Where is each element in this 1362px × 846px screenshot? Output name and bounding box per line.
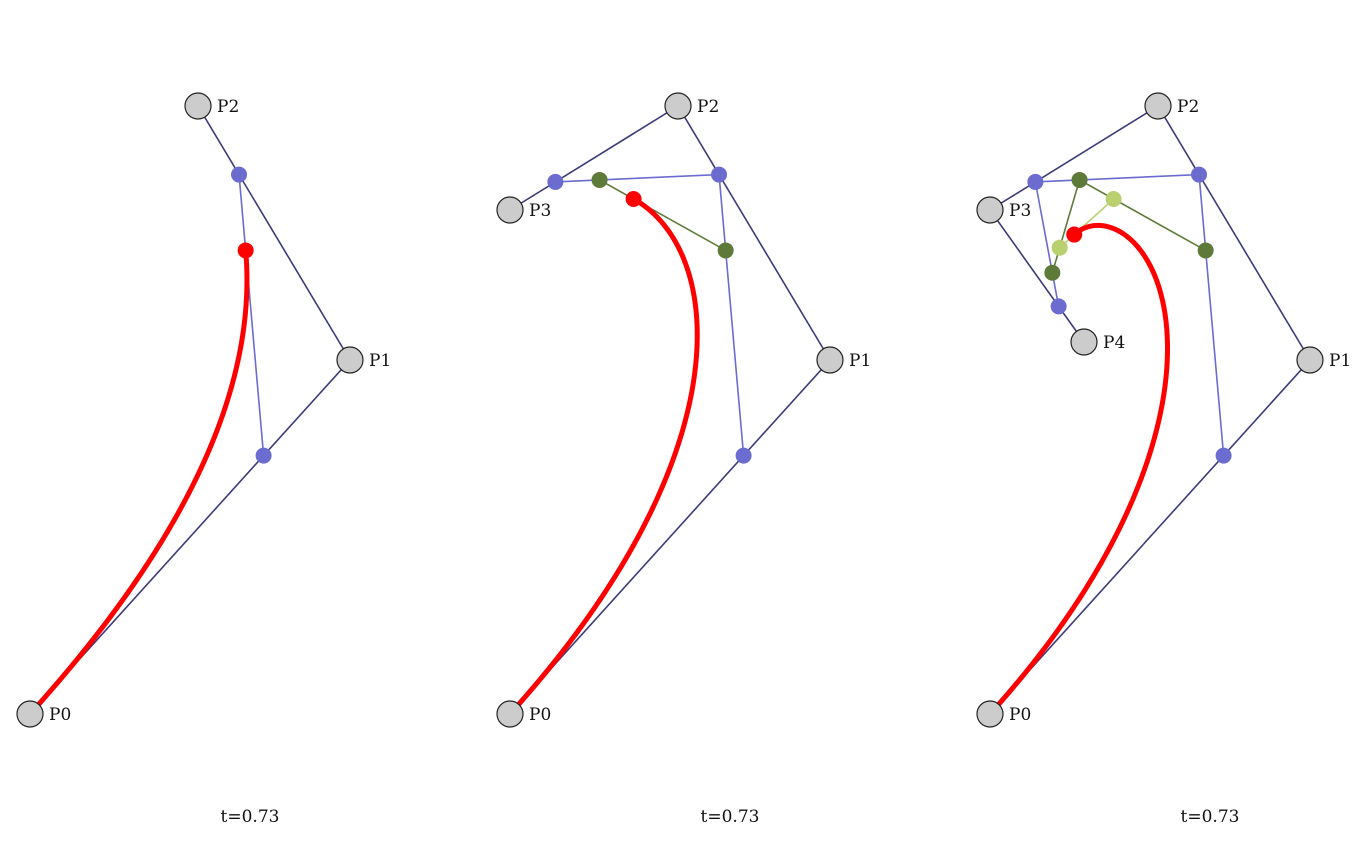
intermediate-point-level-3 xyxy=(1105,190,1122,207)
control-point-p0[interactable] xyxy=(976,700,1004,728)
construction-line-level-2 xyxy=(599,179,727,252)
control-point-label: P1 xyxy=(369,351,391,371)
intermediate-point-level-3 xyxy=(1051,239,1068,256)
control-point-p0[interactable] xyxy=(16,700,44,728)
t-value-label: t=0.73 xyxy=(1181,807,1240,827)
intermediate-point-level-2 xyxy=(1071,171,1088,188)
control-point-p1[interactable] xyxy=(336,346,364,374)
intermediate-point-level-1 xyxy=(1027,173,1044,190)
construction-line-level-2 xyxy=(1051,178,1207,273)
control-point-p0[interactable] xyxy=(496,700,524,728)
bezier-diagram-degree-4: P0 P1 P2 P3 P4 t=0.73 xyxy=(976,92,1351,827)
control-point-p2[interactable] xyxy=(1144,92,1172,120)
bezier-curve-partial xyxy=(987,222,1171,717)
control-point-label: P1 xyxy=(849,351,871,371)
intermediate-point-level-1 xyxy=(255,447,272,464)
intermediate-point-level-1 xyxy=(1191,166,1208,183)
control-point-p4[interactable] xyxy=(1070,328,1098,356)
control-point-p3[interactable] xyxy=(496,196,524,224)
intermediate-point-level-1 xyxy=(547,173,564,190)
construction-line-level-3 xyxy=(1059,198,1115,249)
control-polygon xyxy=(29,105,351,715)
control-point-label: P3 xyxy=(1009,201,1031,221)
intermediate-point-level-1 xyxy=(735,447,752,464)
control-point-p1[interactable] xyxy=(1296,346,1324,374)
bezier-diagram-degree-2: P0 P1 P2 t=0.73 xyxy=(16,92,391,827)
control-point-label: P0 xyxy=(49,705,71,725)
control-point-p3[interactable] xyxy=(976,196,1004,224)
control-point-p1[interactable] xyxy=(816,346,844,374)
control-polygon xyxy=(509,104,831,715)
control-point-p2[interactable] xyxy=(664,92,692,120)
control-point-label: P3 xyxy=(529,201,551,221)
intermediate-point-level-2 xyxy=(1044,264,1061,281)
control-point-label: P4 xyxy=(1103,333,1125,353)
construction-line-level-1 xyxy=(555,173,745,456)
control-point-label: P1 xyxy=(1329,351,1351,371)
control-point-label: P2 xyxy=(1177,97,1199,117)
control-point-p2[interactable] xyxy=(184,92,212,120)
control-point-label: P2 xyxy=(217,97,239,117)
control-point-label: P2 xyxy=(697,97,719,117)
control-point-label: P0 xyxy=(1009,705,1031,725)
control-point-label: P0 xyxy=(529,705,551,725)
construction-line-level-1 xyxy=(238,174,265,456)
intermediate-point-level-2 xyxy=(591,171,608,188)
intermediate-point-level-1 xyxy=(1215,447,1232,464)
bezier-diagram-degree-3: P0 P1 P2 P3 t=0.73 xyxy=(496,92,871,827)
intermediate-point-level-2 xyxy=(1197,242,1214,259)
t-value-label: t=0.73 xyxy=(221,807,280,827)
intermediate-point-level-1 xyxy=(1050,298,1067,315)
intermediate-point-level-1 xyxy=(231,166,248,183)
intermediate-point-level-2 xyxy=(717,242,734,259)
bezier-curve-partial xyxy=(27,247,250,717)
curve-point xyxy=(237,242,254,259)
t-value-label: t=0.73 xyxy=(701,807,760,827)
curve-point xyxy=(1066,226,1083,243)
construction-line-level-1 xyxy=(1034,173,1225,456)
bezier-curve-partial xyxy=(507,196,700,717)
intermediate-point-level-1 xyxy=(711,166,728,183)
curve-point xyxy=(625,190,642,207)
